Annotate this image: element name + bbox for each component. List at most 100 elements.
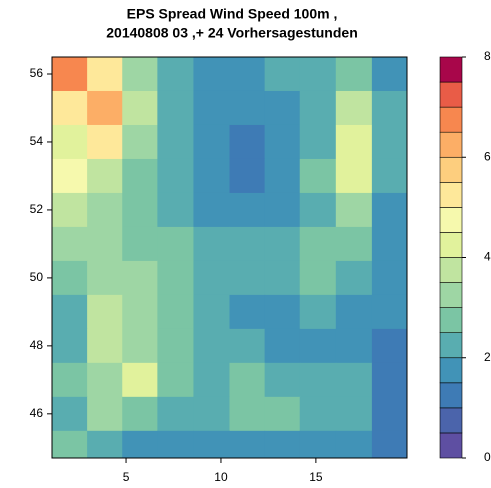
cell	[335, 362, 373, 398]
colorbar-tick-label: 4	[484, 250, 491, 264]
cell	[193, 158, 230, 194]
cell	[299, 158, 337, 194]
cell	[264, 294, 301, 330]
cell	[299, 124, 337, 160]
cell	[87, 430, 123, 459]
cell	[157, 294, 194, 330]
cell	[264, 260, 301, 296]
cell	[229, 294, 266, 330]
cell	[371, 158, 408, 194]
cell	[52, 226, 88, 262]
cell	[371, 57, 408, 92]
cell	[122, 362, 158, 398]
cell	[371, 430, 408, 459]
cell	[229, 192, 266, 228]
cell	[157, 158, 194, 194]
cell	[87, 260, 123, 296]
colorbar-band	[439, 257, 463, 283]
cell	[87, 362, 123, 398]
colorbar-band	[439, 382, 463, 409]
cell	[299, 396, 337, 432]
cell	[371, 226, 408, 262]
cell	[193, 260, 230, 296]
cell	[193, 124, 230, 160]
cell	[229, 430, 266, 459]
cell	[122, 294, 158, 330]
cell	[157, 328, 194, 364]
cell	[52, 430, 88, 459]
cell	[335, 158, 373, 194]
cell	[264, 90, 301, 126]
cell	[335, 396, 373, 432]
cell	[193, 57, 230, 92]
cell	[335, 294, 373, 330]
colorbar-tick-label: 8	[484, 49, 491, 63]
colorbar-band	[439, 332, 463, 359]
y-tick-label: 46	[30, 406, 44, 420]
cell	[299, 192, 337, 228]
cell	[264, 226, 301, 262]
cell	[229, 90, 266, 126]
cell	[229, 57, 266, 92]
cell	[193, 90, 230, 126]
colorbar-band	[439, 357, 463, 384]
cell	[299, 90, 337, 126]
cell	[264, 430, 301, 459]
cell	[335, 124, 373, 160]
cell	[122, 90, 158, 126]
colorbar-band	[439, 81, 463, 108]
cell	[335, 57, 373, 92]
cell	[229, 226, 266, 262]
cell	[299, 430, 337, 459]
cell	[264, 192, 301, 228]
cell	[122, 124, 158, 160]
cell	[193, 226, 230, 262]
cell	[122, 226, 158, 262]
cell	[122, 57, 158, 92]
cell	[87, 226, 123, 262]
colorbar-band	[439, 131, 463, 158]
cell	[264, 158, 301, 194]
cell	[157, 396, 194, 432]
cell	[122, 396, 158, 432]
colorbar-band	[439, 307, 463, 333]
cell	[371, 328, 408, 364]
cell	[264, 57, 301, 92]
colorbar-band	[439, 207, 463, 233]
cell	[52, 260, 88, 296]
cell	[371, 260, 408, 296]
cell	[52, 328, 88, 364]
cell	[52, 192, 88, 228]
cell	[335, 260, 373, 296]
cell	[371, 124, 408, 160]
cell	[371, 192, 408, 228]
cell	[371, 362, 408, 398]
cell	[229, 124, 266, 160]
cell	[87, 328, 123, 364]
cell	[335, 328, 373, 364]
colorbar-tick-label: 2	[484, 350, 491, 364]
colorbar-band	[439, 56, 463, 83]
cell	[229, 396, 266, 432]
cell	[87, 57, 123, 92]
cell	[157, 192, 194, 228]
cell	[157, 260, 194, 296]
colorbar-band	[439, 156, 463, 183]
colorbar-band	[439, 182, 463, 208]
cell	[371, 396, 408, 432]
cell	[299, 226, 337, 262]
cell	[87, 124, 123, 160]
cell	[122, 260, 158, 296]
cell	[193, 192, 230, 228]
cell	[193, 294, 230, 330]
cell	[122, 158, 158, 194]
colorbar-tick-label: 6	[484, 149, 491, 163]
cell	[52, 90, 88, 126]
cell	[193, 396, 230, 432]
colorbar-band	[439, 106, 463, 133]
colorbar-band	[439, 432, 463, 459]
cell	[87, 158, 123, 194]
cell	[122, 430, 158, 459]
colorbar-band	[439, 232, 463, 258]
